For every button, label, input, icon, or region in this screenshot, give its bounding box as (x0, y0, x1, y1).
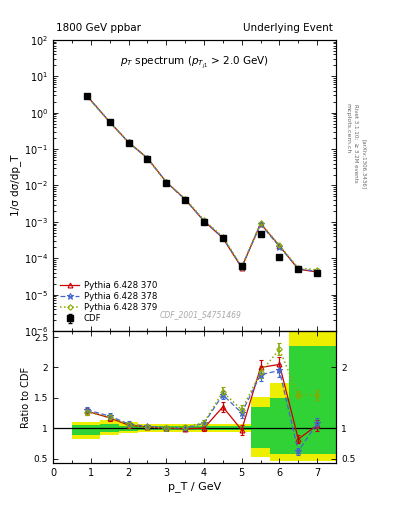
Line: Pythia 6.428 378: Pythia 6.428 378 (84, 93, 320, 275)
Pythia 6.428 378 (107, 119, 112, 125)
Pythia 6.428 370 (164, 179, 169, 185)
Pythia 6.428 378 (145, 155, 150, 161)
Pythia 6.428 378 (315, 268, 320, 274)
Pythia 6.428 379 (277, 242, 282, 248)
Pythia 6.428 379 (84, 93, 89, 99)
Pythia 6.428 379 (258, 220, 263, 226)
Pythia 6.428 370 (107, 119, 112, 125)
Pythia 6.428 379 (107, 119, 112, 125)
Pythia 6.428 378 (220, 234, 225, 241)
Pythia 6.428 379 (239, 264, 244, 270)
Text: Rivet 3.1.10;  ≥ 3.2M events: Rivet 3.1.10; ≥ 3.2M events (354, 104, 359, 183)
Pythia 6.428 370 (277, 243, 282, 249)
Pythia 6.428 378 (258, 221, 263, 227)
Pythia 6.428 378 (164, 179, 169, 185)
Line: Pythia 6.428 370: Pythia 6.428 370 (84, 94, 320, 274)
Pythia 6.428 370 (296, 266, 301, 272)
Pythia 6.428 378 (84, 93, 89, 99)
Y-axis label: Ratio to CDF: Ratio to CDF (21, 367, 31, 428)
Pythia 6.428 379 (164, 179, 169, 185)
Pythia 6.428 379 (202, 217, 206, 223)
Line: Pythia 6.428 379: Pythia 6.428 379 (85, 94, 319, 272)
Pythia 6.428 370 (126, 139, 131, 145)
Pythia 6.428 379 (126, 139, 131, 145)
Pythia 6.428 379 (145, 155, 150, 161)
Text: [arXiv:1306.3436]: [arXiv:1306.3436] (362, 139, 367, 189)
Pythia 6.428 370 (183, 196, 187, 202)
Text: 1800 GeV ppbar: 1800 GeV ppbar (56, 23, 141, 33)
Pythia 6.428 378 (126, 139, 131, 145)
Pythia 6.428 370 (145, 155, 150, 161)
Pythia 6.428 378 (239, 264, 244, 270)
Pythia 6.428 379 (183, 196, 187, 202)
Pythia 6.428 370 (84, 93, 89, 99)
Y-axis label: 1/σ dσ/dp_T: 1/σ dσ/dp_T (10, 155, 21, 216)
X-axis label: p_T / GeV: p_T / GeV (168, 481, 221, 492)
Text: CDF_2001_S4751469: CDF_2001_S4751469 (159, 310, 241, 319)
Pythia 6.428 379 (315, 267, 320, 273)
Text: mcplots.cern.ch: mcplots.cern.ch (345, 103, 350, 153)
Pythia 6.428 370 (220, 235, 225, 241)
Text: Underlying Event: Underlying Event (243, 23, 333, 33)
Pythia 6.428 370 (239, 265, 244, 271)
Pythia 6.428 379 (220, 233, 225, 240)
Pythia 6.428 370 (258, 221, 263, 227)
Pythia 6.428 378 (183, 197, 187, 203)
Pythia 6.428 379 (296, 265, 301, 271)
Pythia 6.428 378 (277, 244, 282, 250)
Text: $p_T$ spectrum ($p_{T_{j1}}$ > 2.0 GeV): $p_T$ spectrum ($p_{T_{j1}}$ > 2.0 GeV) (120, 54, 269, 71)
Pythia 6.428 378 (202, 218, 206, 224)
Pythia 6.428 370 (202, 218, 206, 224)
Pythia 6.428 370 (315, 269, 320, 275)
Pythia 6.428 378 (296, 266, 301, 272)
Legend: Pythia 6.428 370, Pythia 6.428 378, Pythia 6.428 379, CDF: Pythia 6.428 370, Pythia 6.428 378, Pyth… (59, 280, 159, 325)
